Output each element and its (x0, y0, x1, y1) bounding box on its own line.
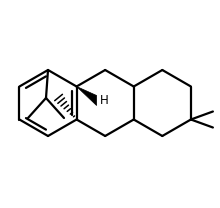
Polygon shape (77, 87, 97, 105)
Text: H: H (100, 94, 108, 107)
